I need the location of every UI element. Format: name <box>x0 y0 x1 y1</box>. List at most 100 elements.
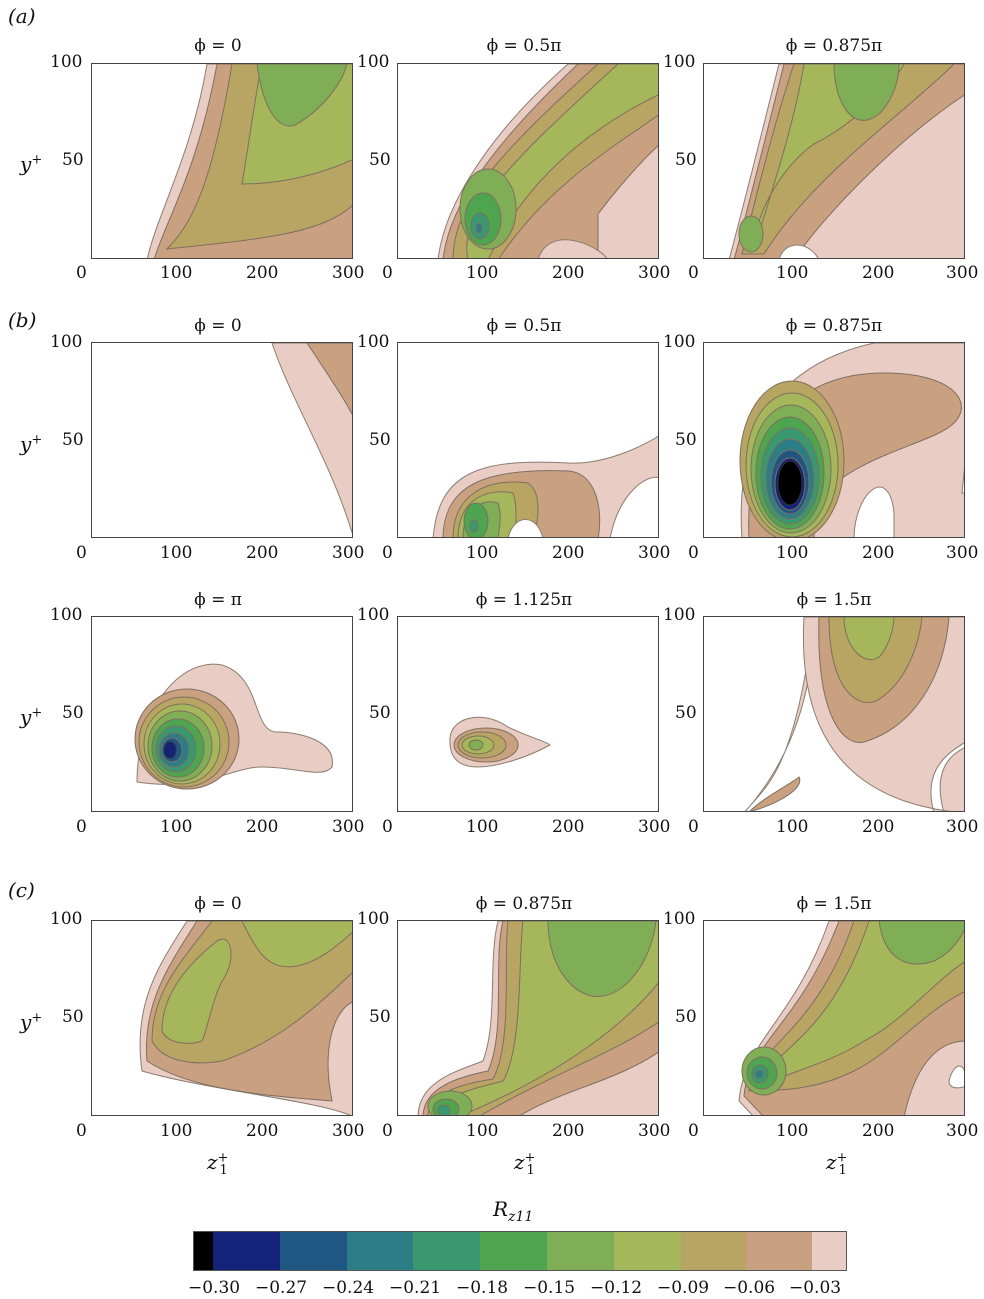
colorbar-swatch <box>614 1232 681 1270</box>
xtick: 300 <box>332 1121 364 1141</box>
ytick: 100 <box>50 332 82 352</box>
xtick: 200 <box>246 263 278 283</box>
title-b1: ϕ = 0 <box>87 316 349 336</box>
xtick: 200 <box>552 817 584 837</box>
xtick: 100 <box>160 1121 192 1141</box>
xtick: 300 <box>946 543 978 563</box>
colorbar-tick: −0.21 <box>389 1278 441 1298</box>
xtick: 0 <box>76 817 87 837</box>
xtick: 0 <box>688 263 699 283</box>
title-b4: ϕ = π <box>87 590 349 610</box>
xtick: 100 <box>466 1121 498 1141</box>
contour-fill <box>470 520 478 532</box>
section-label-c: (c) <box>8 878 35 902</box>
ytick: 50 <box>62 430 84 450</box>
ytick: 50 <box>675 150 697 170</box>
section-label-a: (a) <box>8 4 36 28</box>
xtick: 300 <box>332 817 364 837</box>
xtick: 200 <box>246 1121 278 1141</box>
colorbar-tick: −0.27 <box>255 1278 307 1298</box>
xtick: 0 <box>76 263 87 283</box>
y-axis-label: y+ <box>20 432 42 456</box>
plot-b1 <box>91 342 353 538</box>
title-c3: ϕ = 1.5π <box>703 894 965 914</box>
plot-a2 <box>397 63 659 259</box>
ytick: 100 <box>50 52 82 72</box>
colorbar-tick: −0.30 <box>188 1278 240 1298</box>
ytick: 50 <box>675 703 697 723</box>
ytick: 100 <box>357 605 389 625</box>
xtick: 300 <box>946 263 978 283</box>
colorbar <box>193 1231 847 1271</box>
ytick: 50 <box>369 703 391 723</box>
xtick: 200 <box>862 1121 894 1141</box>
xtick: 0 <box>382 543 393 563</box>
colorbar-swatch <box>681 1232 747 1270</box>
ytick: 100 <box>663 909 695 929</box>
xtick: 300 <box>638 817 670 837</box>
xtick: 200 <box>246 817 278 837</box>
plot-b5 <box>397 616 659 812</box>
xtick: 300 <box>332 263 364 283</box>
plot-a3 <box>703 63 965 259</box>
xtick: 200 <box>862 263 894 283</box>
contour-fill <box>438 1105 450 1116</box>
plot-b6 <box>703 616 965 812</box>
x-axis-label: z+1 <box>207 1150 228 1178</box>
plot-a1 <box>91 63 353 259</box>
y-axis-label: y+ <box>20 152 42 176</box>
contour-fill <box>778 461 802 505</box>
title-b2: ϕ = 0.5π <box>393 316 655 336</box>
plot-c3 <box>703 920 965 1116</box>
colorbar-tick: −0.06 <box>723 1278 775 1298</box>
ytick: 50 <box>369 430 391 450</box>
xtick: 0 <box>688 543 699 563</box>
ytick: 50 <box>369 1007 391 1027</box>
xtick: 0 <box>382 817 393 837</box>
xtick: 100 <box>160 817 192 837</box>
title-b3: ϕ = 0.875π <box>703 316 965 336</box>
colorbar-swatch <box>280 1232 347 1270</box>
contour-fill <box>749 777 800 812</box>
contour-fill <box>164 742 176 758</box>
colorbar-tick: −0.18 <box>456 1278 508 1298</box>
xtick: 100 <box>776 543 808 563</box>
ytick: 100 <box>357 332 389 352</box>
ytick: 100 <box>357 52 389 72</box>
colorbar-swatch <box>812 1232 846 1270</box>
ytick: 100 <box>50 909 82 929</box>
plot-b3 <box>703 342 965 538</box>
xtick: 100 <box>776 1121 808 1141</box>
xtick: 100 <box>466 263 498 283</box>
title-a3: ϕ = 0.875π <box>703 36 965 56</box>
xtick: 300 <box>946 817 978 837</box>
colorbar-swatch <box>194 1232 213 1270</box>
section-label-b: (b) <box>8 308 36 332</box>
ytick: 50 <box>675 430 697 450</box>
plot-b2 <box>397 342 659 538</box>
colorbar-tick: −0.15 <box>523 1278 575 1298</box>
colorbar-swatch <box>480 1232 547 1270</box>
ytick: 50 <box>62 150 84 170</box>
ytick: 100 <box>357 909 389 929</box>
xtick: 0 <box>382 263 393 283</box>
xtick: 200 <box>552 543 584 563</box>
contour-fill <box>476 223 482 233</box>
colorbar-swatch <box>746 1232 812 1270</box>
xtick: 100 <box>160 543 192 563</box>
title-a2: ϕ = 0.5π <box>393 36 655 56</box>
ytick: 100 <box>663 605 695 625</box>
contour-fill <box>755 1070 763 1078</box>
ytick: 100 <box>663 52 695 72</box>
title-c2: ϕ = 0.875π <box>393 894 655 914</box>
xtick: 100 <box>776 817 808 837</box>
x-axis-label: z+1 <box>514 1150 535 1178</box>
y-axis-label: y+ <box>20 1010 42 1034</box>
title-b6: ϕ = 1.5π <box>703 590 965 610</box>
xtick: 200 <box>552 1121 584 1141</box>
colorbar-tick: −0.24 <box>322 1278 374 1298</box>
xtick: 300 <box>638 263 670 283</box>
colorbar-swatch <box>547 1232 614 1270</box>
x-axis-label: z+1 <box>826 1150 847 1178</box>
xtick: 300 <box>946 1121 978 1141</box>
